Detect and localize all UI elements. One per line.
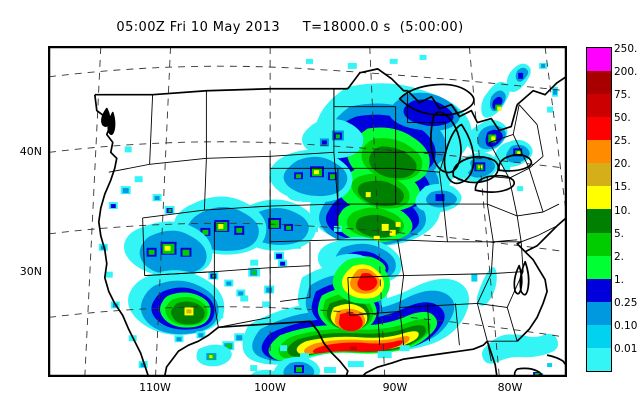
ytick-label-30n: 30N (19, 265, 42, 278)
colorbar-tick-label: 1. (614, 273, 625, 286)
plot-border (49, 47, 566, 376)
colorbar-tick-label: 0.01 (614, 342, 638, 355)
map-canvas (49, 47, 566, 376)
colorbar-band (587, 347, 611, 371)
colorbar-tick-label: 0.25 (614, 296, 638, 309)
ytick-label-40n: 40N (19, 145, 42, 158)
colorbar-band (587, 48, 611, 72)
colorbar-band (587, 324, 611, 348)
colorbar-band (587, 163, 611, 187)
colorbar-tick-label: 2. (614, 250, 625, 263)
precipitation-field (98, 54, 559, 376)
xtick-label-100w: 100W (254, 381, 286, 394)
colorbar-tick-label: 20. (614, 158, 631, 171)
colorbar-tick-label: 50. (614, 112, 631, 125)
colorbar-band (587, 278, 611, 302)
colorbar-band (587, 186, 611, 210)
xtick-label-90w: 90W (382, 381, 408, 394)
map-plot-area (48, 46, 567, 377)
colorbar-band (587, 209, 611, 233)
colorbar-tick-label: 250. (614, 43, 638, 55)
precip-region-gulf-squall (196, 253, 470, 376)
colorbar-band (587, 117, 611, 141)
colorbar-tick-label: 25. (614, 135, 631, 148)
colorbar-tick-label: 0.10 (614, 319, 638, 332)
colorbar (586, 47, 612, 372)
xtick-label-80w: 80W (497, 381, 523, 394)
colorbar-tick-label: 75. (614, 89, 631, 102)
colorbar-band (587, 232, 611, 256)
colorbar-band (587, 71, 611, 95)
precip-region-intermountain (98, 54, 427, 369)
xtick-label-110w: 110W (139, 381, 171, 394)
colorbar-band (587, 94, 611, 118)
colorbar-band (587, 255, 611, 279)
coastlines (93, 68, 566, 376)
colorbar-tick-label: 10. (614, 204, 631, 217)
colorbar-tick-label: 200. (614, 66, 638, 79)
precip-region-midatlantic (471, 267, 497, 306)
state-boundaries (108, 88, 560, 362)
colorbar-tick-label: 15. (614, 181, 631, 194)
colorbar-band (587, 301, 611, 325)
colorbar-tick-label: 5. (614, 227, 625, 240)
colorbar-labels: 250. 200. 75. 50. 25. 20. 15. 10. 5. 2. 1. 0.25 0.10… (614, 40, 640, 380)
figure-title: 05:00Z Fri 10 May 2013 T=18000.0 s (5:00… (116, 20, 464, 35)
colorbar-band (587, 140, 611, 164)
